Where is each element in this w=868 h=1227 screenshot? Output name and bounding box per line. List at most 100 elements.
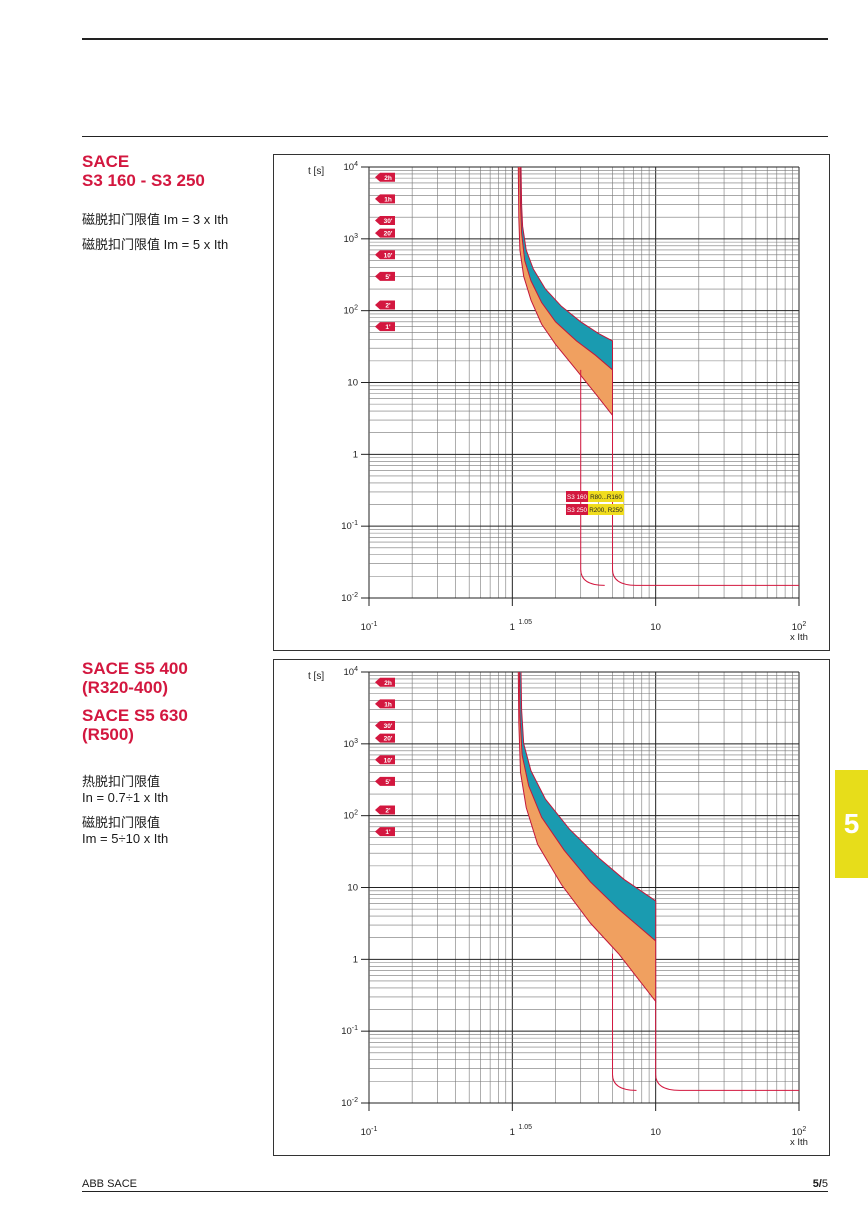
- time-marker-flag: [375, 271, 395, 281]
- x-tick-label: 10-1: [361, 1126, 378, 1138]
- magnetic-trip-line: [655, 1001, 799, 1091]
- time-marker-label: 1': [385, 829, 391, 836]
- x-tick-label: 1: [510, 1127, 515, 1138]
- time-marker-label: 1': [385, 324, 391, 331]
- time-marker-label: 5': [385, 779, 391, 786]
- x-tick-label: 10: [650, 1127, 661, 1138]
- legend-model-label: S3 250: [567, 507, 587, 514]
- grid: [368, 671, 800, 1104]
- time-marker: 2h: [375, 677, 395, 687]
- time-marker-flag: [375, 733, 395, 743]
- time-marker: 2h: [375, 172, 395, 182]
- footer-page-number: 5: [821, 1178, 828, 1190]
- y-tick-label: 103: [344, 233, 359, 245]
- time-marker: 5': [375, 271, 395, 281]
- time-marker-flag: [375, 172, 395, 182]
- time-marker: 2': [375, 805, 395, 815]
- time-marker: 1': [375, 322, 395, 331]
- section2-note2: 磁脱扣门限值 Im = 5÷10 x Ith: [82, 815, 169, 846]
- time-marker-label: 2': [385, 303, 391, 310]
- time-marker-flag: [375, 699, 395, 709]
- y-tick-label: 104: [344, 666, 359, 678]
- time-marker: 30': [375, 720, 395, 730]
- orange-band: [518, 167, 613, 416]
- footer-company: ABB SACE: [82, 1178, 138, 1190]
- time-marker-flag: [375, 250, 395, 260]
- section1-text: SACE S3 160 - S3 250 磁脱扣门限值 Im = 3 x Ith…: [82, 152, 267, 253]
- y-tick-label: 1: [353, 449, 358, 460]
- y-tick-label: 104: [344, 161, 359, 173]
- time-marker: 10': [375, 755, 395, 764]
- magnetic-trip-line: [612, 415, 799, 586]
- time-marker-label: 5': [385, 274, 391, 281]
- time-marker-flag: [375, 827, 395, 837]
- section2-note1: 热脱扣门限值 In = 0.7÷1 x Ith: [82, 774, 169, 805]
- section1-note2: 磁脱扣门限值 Im = 5 x Ith: [82, 237, 229, 252]
- time-marker-label: 1h: [384, 196, 392, 203]
- legend-model-label: S3 160: [567, 494, 587, 501]
- time-marker-label: 10': [384, 757, 393, 764]
- x-tick-label: 10: [650, 622, 661, 633]
- time-marker: 5': [375, 776, 395, 786]
- x-tick-label: 1.05: [518, 1124, 532, 1131]
- footer-page: 5/5: [813, 1178, 828, 1190]
- time-marker-label: 10': [384, 252, 393, 259]
- x-axis-label: x Ith: [790, 632, 808, 643]
- time-marker-label: 20': [384, 736, 393, 743]
- section2-text: SACE S5 400 (R320-400) SACE S5 630 (R500…: [82, 659, 267, 847]
- grid: [368, 166, 800, 599]
- time-marker-label: 2': [385, 808, 391, 815]
- legend-rating-label: R80...R160: [590, 494, 622, 501]
- time-marker: 20': [375, 733, 395, 743]
- section-tab-number: 5: [843, 808, 860, 839]
- time-marker-flag: [375, 300, 395, 310]
- time-marker-label: 30': [384, 218, 393, 225]
- legend-rating-box: [588, 491, 624, 502]
- y-tick-label: 103: [344, 738, 359, 750]
- y-tick-label: 10-1: [341, 520, 358, 532]
- thermal-mid-line: [519, 166, 613, 371]
- time-marker-label: 2h: [384, 175, 392, 182]
- y-axis-label: t [s]: [308, 671, 324, 682]
- y-tick-label: 102: [344, 810, 359, 822]
- x-tick-label: 1.05: [518, 619, 532, 626]
- time-marker-flag: [375, 677, 395, 687]
- time-marker-flag: [375, 755, 395, 765]
- y-tick-label: 1: [353, 954, 358, 965]
- time-marker-label: 1h: [384, 701, 392, 708]
- y-tick-label: 102: [344, 305, 359, 317]
- time-marker: 1': [375, 827, 395, 836]
- time-marker-flag: [375, 776, 395, 786]
- y-tick-label: 10-2: [341, 592, 358, 604]
- thermal-upper-line: [520, 166, 614, 370]
- orange-band: [518, 672, 656, 1002]
- time-marker-flag: [375, 228, 395, 238]
- thermal-lower-line: [517, 166, 614, 417]
- time-marker: 10': [375, 250, 395, 259]
- time-marker-label: 30': [384, 723, 393, 730]
- time-marker-flag: [375, 322, 395, 332]
- section-tab: 5: [835, 770, 868, 878]
- time-marker: 1h: [375, 699, 395, 708]
- time-marker: 1h: [375, 194, 395, 203]
- legend-rating-box: [588, 504, 624, 515]
- chart-1: t [s] 104 103 102 10 1 10-1 10-2 10-1 1 1.05 10 102 x…: [273, 154, 830, 651]
- section1-note1: 磁脱扣门限值 Im = 3 x Ith: [82, 212, 229, 227]
- magnetic-trip-line: [612, 953, 637, 1091]
- time-marker-label: 20': [384, 231, 393, 238]
- top-rule: [82, 38, 828, 40]
- time-marker-flag: [375, 720, 395, 730]
- time-marker: 30': [375, 215, 395, 225]
- legend-model-box: [566, 504, 588, 515]
- thermal-upper-line: [520, 671, 657, 941]
- footer-rule: [82, 1191, 828, 1192]
- thermal-lower-line: [517, 671, 657, 1003]
- x-tick-label: 10-1: [361, 621, 378, 633]
- section1-title: SACE S3 160 - S3 250: [82, 152, 205, 190]
- x-tick-label: 102: [792, 621, 807, 633]
- section-rule: [82, 136, 828, 137]
- chart-2: t [s] 104 103 102 10 1 10-1 10-2 10-1 1 1.05 10 102 x…: [273, 659, 830, 1156]
- legend-model-box: [566, 491, 588, 502]
